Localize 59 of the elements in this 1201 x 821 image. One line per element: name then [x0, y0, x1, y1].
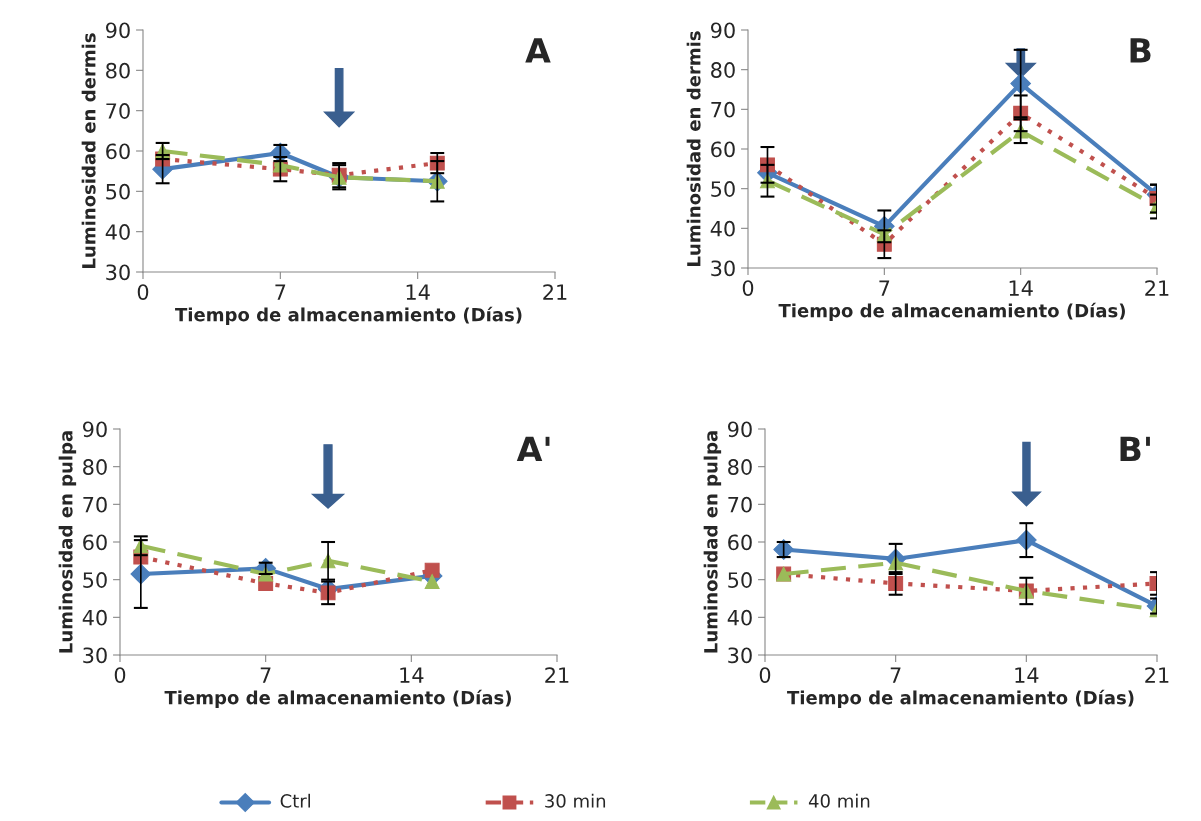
y-tick-label: 40 [82, 609, 107, 626]
y-tick-label: 70 [106, 103, 130, 119]
y-tick-label: 60 [728, 534, 752, 551]
y-tick-label: 90 [711, 22, 735, 39]
chart-title: B [1130, 38, 1151, 63]
x-tick-label: 21 [1145, 667, 1169, 683]
y-tick-label: 60 [83, 534, 107, 551]
x-tick-label: 7 [879, 280, 890, 296]
legend-label: 40 min [808, 793, 870, 808]
y-tick-label: 50 [83, 572, 107, 588]
y-tick-label: 80 [106, 62, 130, 79]
y-tick-label: 80 [711, 62, 735, 78]
x-tick-label: 7 [260, 667, 271, 683]
y-tick-label: 50 [106, 183, 130, 200]
chart-title: B' [1120, 436, 1150, 462]
x-axis-title: Tiempo de almacenamiento (Días) [164, 689, 511, 708]
chart-title: A [525, 38, 551, 63]
x-tick-label: 0 [137, 284, 149, 300]
x-tick-label: 7 [890, 667, 901, 683]
x-tick-label: 7 [275, 284, 286, 300]
x-tick-label: 14 [1009, 280, 1033, 296]
x-axis-title: Tiempo de almacenamiento (Días) [175, 306, 522, 325]
y-tick-label: 40 [105, 224, 130, 240]
y-tick-label: 70 [83, 496, 107, 513]
y-tick-label: 60 [711, 141, 735, 158]
y-tick-label: 30 [83, 647, 107, 664]
y-tick-label: 60 [106, 143, 130, 160]
y-tick-label: 40 [710, 220, 735, 237]
chart-title: A' [516, 436, 550, 462]
x-tick-label: 0 [759, 667, 771, 683]
legend-label: Ctrl [280, 793, 311, 808]
x-tick-label: 21 [1145, 280, 1169, 296]
x-axis-title: Tiempo de almacenamiento (Días) [787, 689, 1134, 708]
x-tick-label: 0 [742, 280, 754, 296]
y-tick-label: 30 [728, 647, 752, 664]
x-tick-label: 21 [543, 284, 567, 300]
y-tick-label: 80 [728, 459, 752, 475]
y-axis-title: Luminosidad en dermis [81, 33, 96, 268]
y-tick-label: 90 [106, 22, 130, 39]
y-tick-label: 70 [728, 496, 752, 513]
x-axis-title: Tiempo de almacenamiento (Días) [778, 302, 1125, 321]
x-tick-label: 14 [406, 284, 430, 300]
y-tick-label: 50 [711, 181, 735, 197]
y-tick-label: 90 [83, 421, 107, 438]
y-tick-label: 30 [106, 264, 130, 281]
y-axis-title: Luminosidad en dermis [686, 31, 701, 266]
x-tick-label: 14 [400, 667, 424, 683]
y-tick-label: 40 [727, 609, 752, 626]
x-tick-label: 0 [114, 667, 126, 683]
y-tick-label: 70 [711, 101, 735, 118]
y-tick-label: 30 [711, 260, 735, 277]
y-axis-title: Luminosidad en pulpa [58, 431, 77, 653]
y-tick-label: 50 [728, 572, 752, 588]
x-tick-label: 21 [545, 667, 569, 683]
y-tick-label: 90 [728, 421, 752, 438]
x-tick-label: 14 [1015, 667, 1039, 683]
legend-label: 30 min [545, 793, 606, 808]
y-axis-title: Luminosidad en pulpa [703, 431, 722, 653]
y-tick-label: 80 [83, 459, 107, 475]
